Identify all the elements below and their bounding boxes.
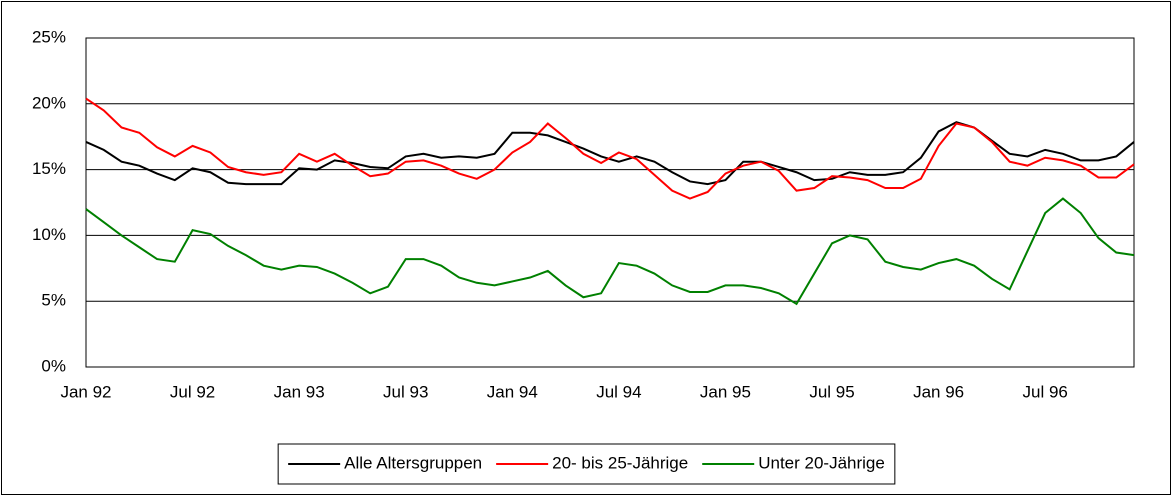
legend: Alle Altersgruppen 20- bis 25-Jährige Unte… <box>277 443 896 485</box>
y-tick-label: 0% <box>41 356 66 375</box>
data-line <box>85 121 1135 186</box>
x-tick-label: Jan 92 <box>60 382 111 401</box>
data-line <box>85 197 1135 306</box>
data-line <box>85 97 1135 200</box>
x-tick-label: Jan 96 <box>913 382 964 401</box>
x-tick-label: Jan 95 <box>700 382 751 401</box>
x-tick-label: Jul 95 <box>809 382 854 401</box>
y-tick-label: 10% <box>32 225 66 244</box>
plot-border <box>85 37 1135 368</box>
legend-label: 20- bis 25-Jährige <box>552 453 688 472</box>
legend-box <box>277 443 896 485</box>
x-tick-label: Jul 93 <box>383 382 428 401</box>
legend-label: Unter 20-Jährige <box>758 453 885 472</box>
x-tick-label: Jul 96 <box>1022 382 1067 401</box>
y-tick-label: 5% <box>41 291 66 310</box>
y-tick-label: 15% <box>32 159 66 178</box>
x-tick-label: Jul 92 <box>170 382 215 401</box>
x-tick-label: Jul 94 <box>596 382 641 401</box>
x-tick-label: Jan 93 <box>274 382 325 401</box>
y-tick-label: 25% <box>32 27 66 46</box>
legend-label: Alle Altersgruppen <box>344 453 482 472</box>
x-tick-label: Jan 94 <box>487 382 538 401</box>
y-tick-label: 20% <box>32 93 66 112</box>
